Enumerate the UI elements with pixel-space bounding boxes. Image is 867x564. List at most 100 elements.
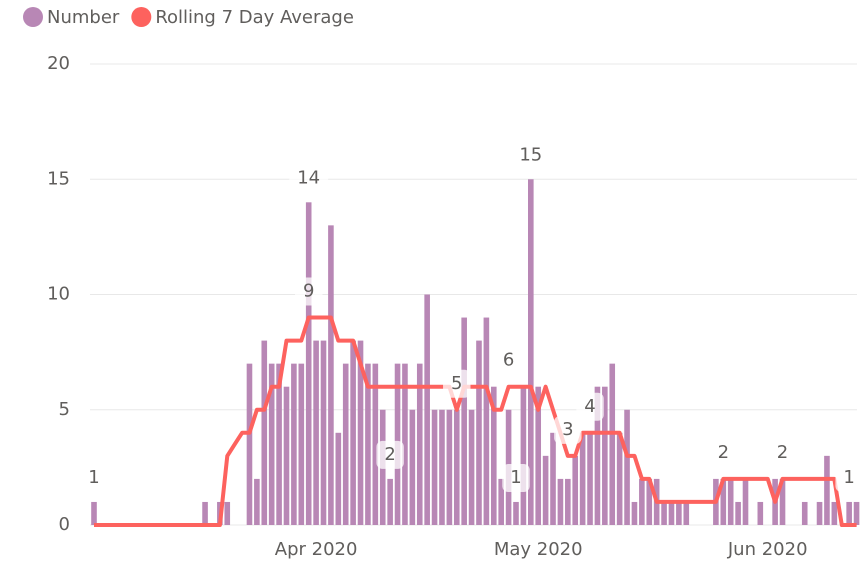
data-label: 1 (510, 467, 521, 488)
bar (676, 501, 682, 525)
data-label: 2 (718, 442, 729, 463)
bar (624, 409, 630, 525)
y-tick-label: 10 (47, 284, 70, 305)
bar (468, 409, 475, 525)
bar (498, 478, 504, 525)
bar (431, 409, 438, 525)
y-tick-label: 0 (59, 514, 70, 535)
data-label: 9 (303, 281, 314, 302)
data-label: 2 (777, 442, 788, 463)
bar (365, 363, 371, 525)
data-label: 1 (843, 467, 854, 488)
bar (424, 294, 430, 525)
legend-marker (131, 7, 152, 27)
bar (616, 432, 623, 525)
bar (298, 363, 305, 525)
label-background (80, 463, 108, 492)
bar (853, 501, 860, 525)
legend-label: Number (47, 7, 120, 28)
label-background (289, 164, 329, 193)
bar (565, 478, 571, 525)
line (94, 315, 857, 527)
bar (254, 478, 260, 525)
bar (357, 340, 364, 525)
bar (490, 386, 497, 525)
bar (372, 363, 379, 525)
bar (513, 501, 519, 525)
bar (557, 478, 564, 525)
bar (779, 478, 786, 525)
data-label: 3 (562, 419, 573, 440)
bar (439, 409, 445, 525)
label-background (443, 369, 471, 398)
legend-marker (23, 7, 43, 27)
bar (446, 409, 453, 525)
bar (816, 501, 823, 525)
bar (246, 363, 253, 525)
bar (572, 455, 579, 525)
bar (409, 409, 416, 525)
bar (305, 202, 312, 526)
label-background (835, 463, 863, 492)
bar (528, 179, 534, 525)
label-background (709, 438, 738, 467)
label-background (294, 277, 323, 306)
bar (742, 478, 749, 525)
bar (735, 501, 741, 525)
bar (261, 340, 268, 525)
data-label: 6 (503, 350, 514, 371)
bar (320, 340, 327, 525)
bar (387, 478, 393, 525)
bar (683, 501, 690, 525)
bar (668, 501, 675, 525)
legend-label: Rolling 7 Day Average (155, 7, 354, 28)
bar (335, 432, 342, 525)
bar (224, 501, 231, 525)
bar (824, 455, 830, 525)
bar (416, 363, 423, 525)
bar (535, 386, 542, 525)
label-background (502, 463, 530, 492)
label-background (554, 415, 582, 444)
bar (801, 501, 808, 525)
bar (579, 432, 586, 525)
bar (587, 432, 593, 525)
bar (609, 363, 616, 525)
bar (276, 363, 282, 525)
label-background (576, 392, 604, 421)
data-label: 4 (584, 396, 595, 417)
bar (646, 478, 653, 525)
bar (350, 340, 356, 525)
bar (631, 501, 638, 525)
x-tick-label: Jun 2020 (727, 539, 808, 560)
data-label: 5 (451, 373, 462, 394)
bar (328, 225, 334, 525)
bar (453, 409, 460, 525)
bar (483, 317, 490, 525)
bar (402, 363, 408, 525)
label-background (511, 141, 551, 170)
bar (757, 501, 764, 525)
bar (542, 455, 549, 525)
bar (639, 478, 645, 525)
bar (268, 363, 275, 525)
bar (720, 478, 727, 525)
x-tick-label: Apr 2020 (275, 539, 358, 560)
y-tick-label: 5 (59, 399, 70, 420)
bar (313, 340, 319, 525)
label-background (376, 440, 404, 469)
bar (91, 501, 97, 525)
bar (291, 363, 297, 525)
data-label: 14 (297, 167, 320, 188)
label-background (494, 346, 523, 375)
bar (461, 317, 467, 525)
label-background (768, 438, 797, 467)
data-label: 1 (88, 467, 99, 488)
bar (727, 478, 734, 525)
bar (661, 501, 667, 525)
bar (342, 363, 349, 525)
bar (202, 501, 208, 525)
bar (283, 386, 290, 525)
bar (594, 386, 601, 525)
